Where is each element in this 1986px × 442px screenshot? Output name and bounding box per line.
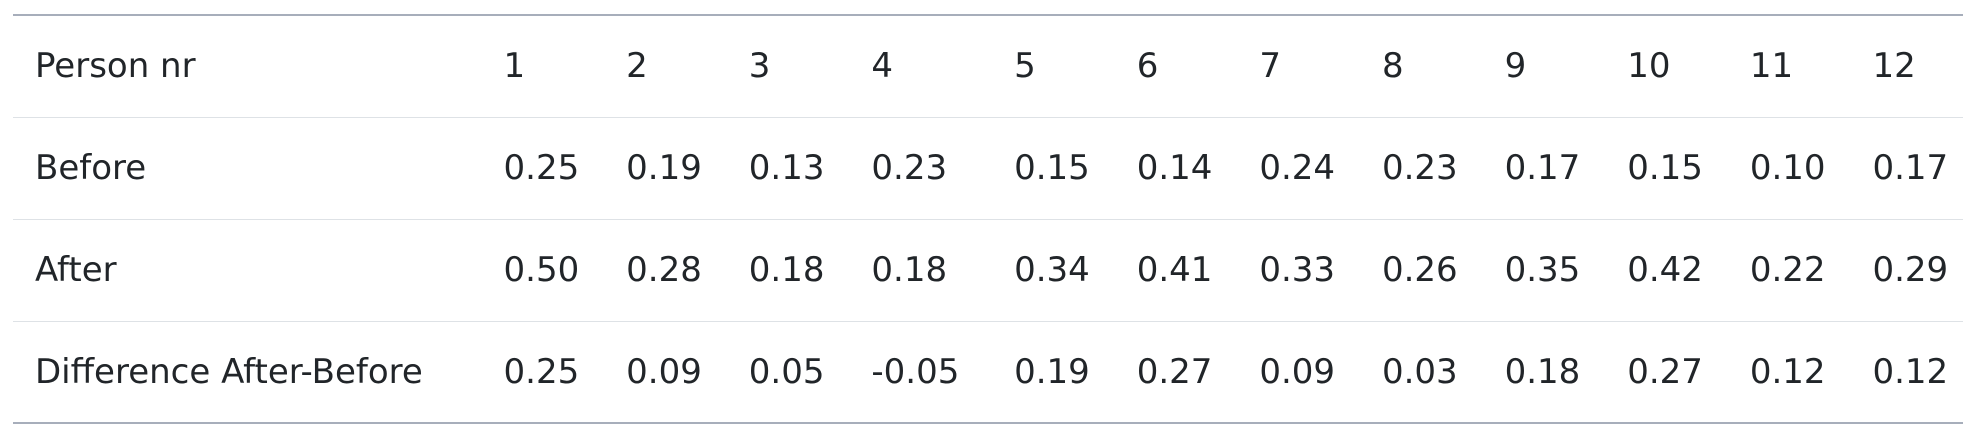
data-table: Person nr 1 2 3 4 5 6 7 8 9 10 11 12 Bef… [13,14,1963,424]
table-cell: 0.17 [1872,116,1963,219]
table-cell: 0.12 [1872,320,1963,424]
table-cell: 9 [1504,14,1628,117]
table-cell: 10 [1627,14,1750,117]
table-cell: 1 [503,14,627,117]
table-cell: 0.13 [748,116,872,219]
table-cell: 0.24 [1259,116,1382,219]
table-cell: 0.28 [626,218,749,321]
table-cell: 3 [748,14,872,117]
table-cell: 0.41 [1136,218,1260,321]
table-cell: 0.26 [1381,218,1505,321]
table-cell: 0.34 [1014,218,1137,321]
table-cell: 0.42 [1627,218,1750,321]
table-cell: 11 [1749,14,1873,117]
table-cell: 0.27 [1627,320,1750,424]
table-cell: 0.14 [1136,116,1260,219]
table-row-before: Before 0.25 0.19 0.13 0.23 0.15 0.14 0.2… [13,116,1963,219]
row-label: Before [13,116,504,219]
table-cell: 7 [1259,14,1382,117]
row-label: Person nr [13,14,504,117]
table-cell: 2 [626,14,749,117]
table-cell: 5 [1014,14,1137,117]
table-cell: 0.18 [1504,320,1628,424]
table-cell: 0.15 [1627,116,1750,219]
table-row-after: After 0.50 0.28 0.18 0.18 0.34 0.41 0.33… [13,218,1963,321]
table-cell: 0.23 [1381,116,1505,219]
table-cell: 0.25 [503,116,627,219]
table-cell: 0.33 [1259,218,1382,321]
table-cell: 0.19 [1014,320,1137,424]
table-cell: 6 [1136,14,1260,117]
row-label: Difference After-Before [13,320,504,424]
table-cell: 0.15 [1014,116,1137,219]
table-cell: 0.50 [503,218,627,321]
table-cell: 12 [1872,14,1963,117]
table-cell: 0.25 [503,320,627,424]
table-cell: 0.18 [871,218,1015,321]
table-cell: 0.17 [1504,116,1628,219]
table-cell: 0.27 [1136,320,1260,424]
table-cell: 0.35 [1504,218,1628,321]
table-cell: 0.05 [748,320,872,424]
table-cell: 0.22 [1749,218,1873,321]
table-cell: 0.03 [1381,320,1505,424]
table-row-difference: Difference After-Before 0.25 0.09 0.05 -… [13,320,1963,424]
table-cell: 0.29 [1872,218,1963,321]
row-label: After [13,218,504,321]
table-cell: 0.09 [626,320,749,424]
data-table-container: Person nr 1 2 3 4 5 6 7 8 9 10 11 12 Bef… [13,14,1963,424]
table-cell: 8 [1381,14,1505,117]
table-cell: 0.18 [748,218,872,321]
table-cell: 4 [871,14,1015,117]
table-cell: 0.12 [1749,320,1873,424]
table-cell: 0.10 [1749,116,1873,219]
table-cell: 0.23 [871,116,1015,219]
table-row-person-nr: Person nr 1 2 3 4 5 6 7 8 9 10 11 12 [13,14,1963,117]
table-cell: -0.05 [871,320,1015,424]
table-cell: 0.09 [1259,320,1382,424]
table-cell: 0.19 [626,116,749,219]
